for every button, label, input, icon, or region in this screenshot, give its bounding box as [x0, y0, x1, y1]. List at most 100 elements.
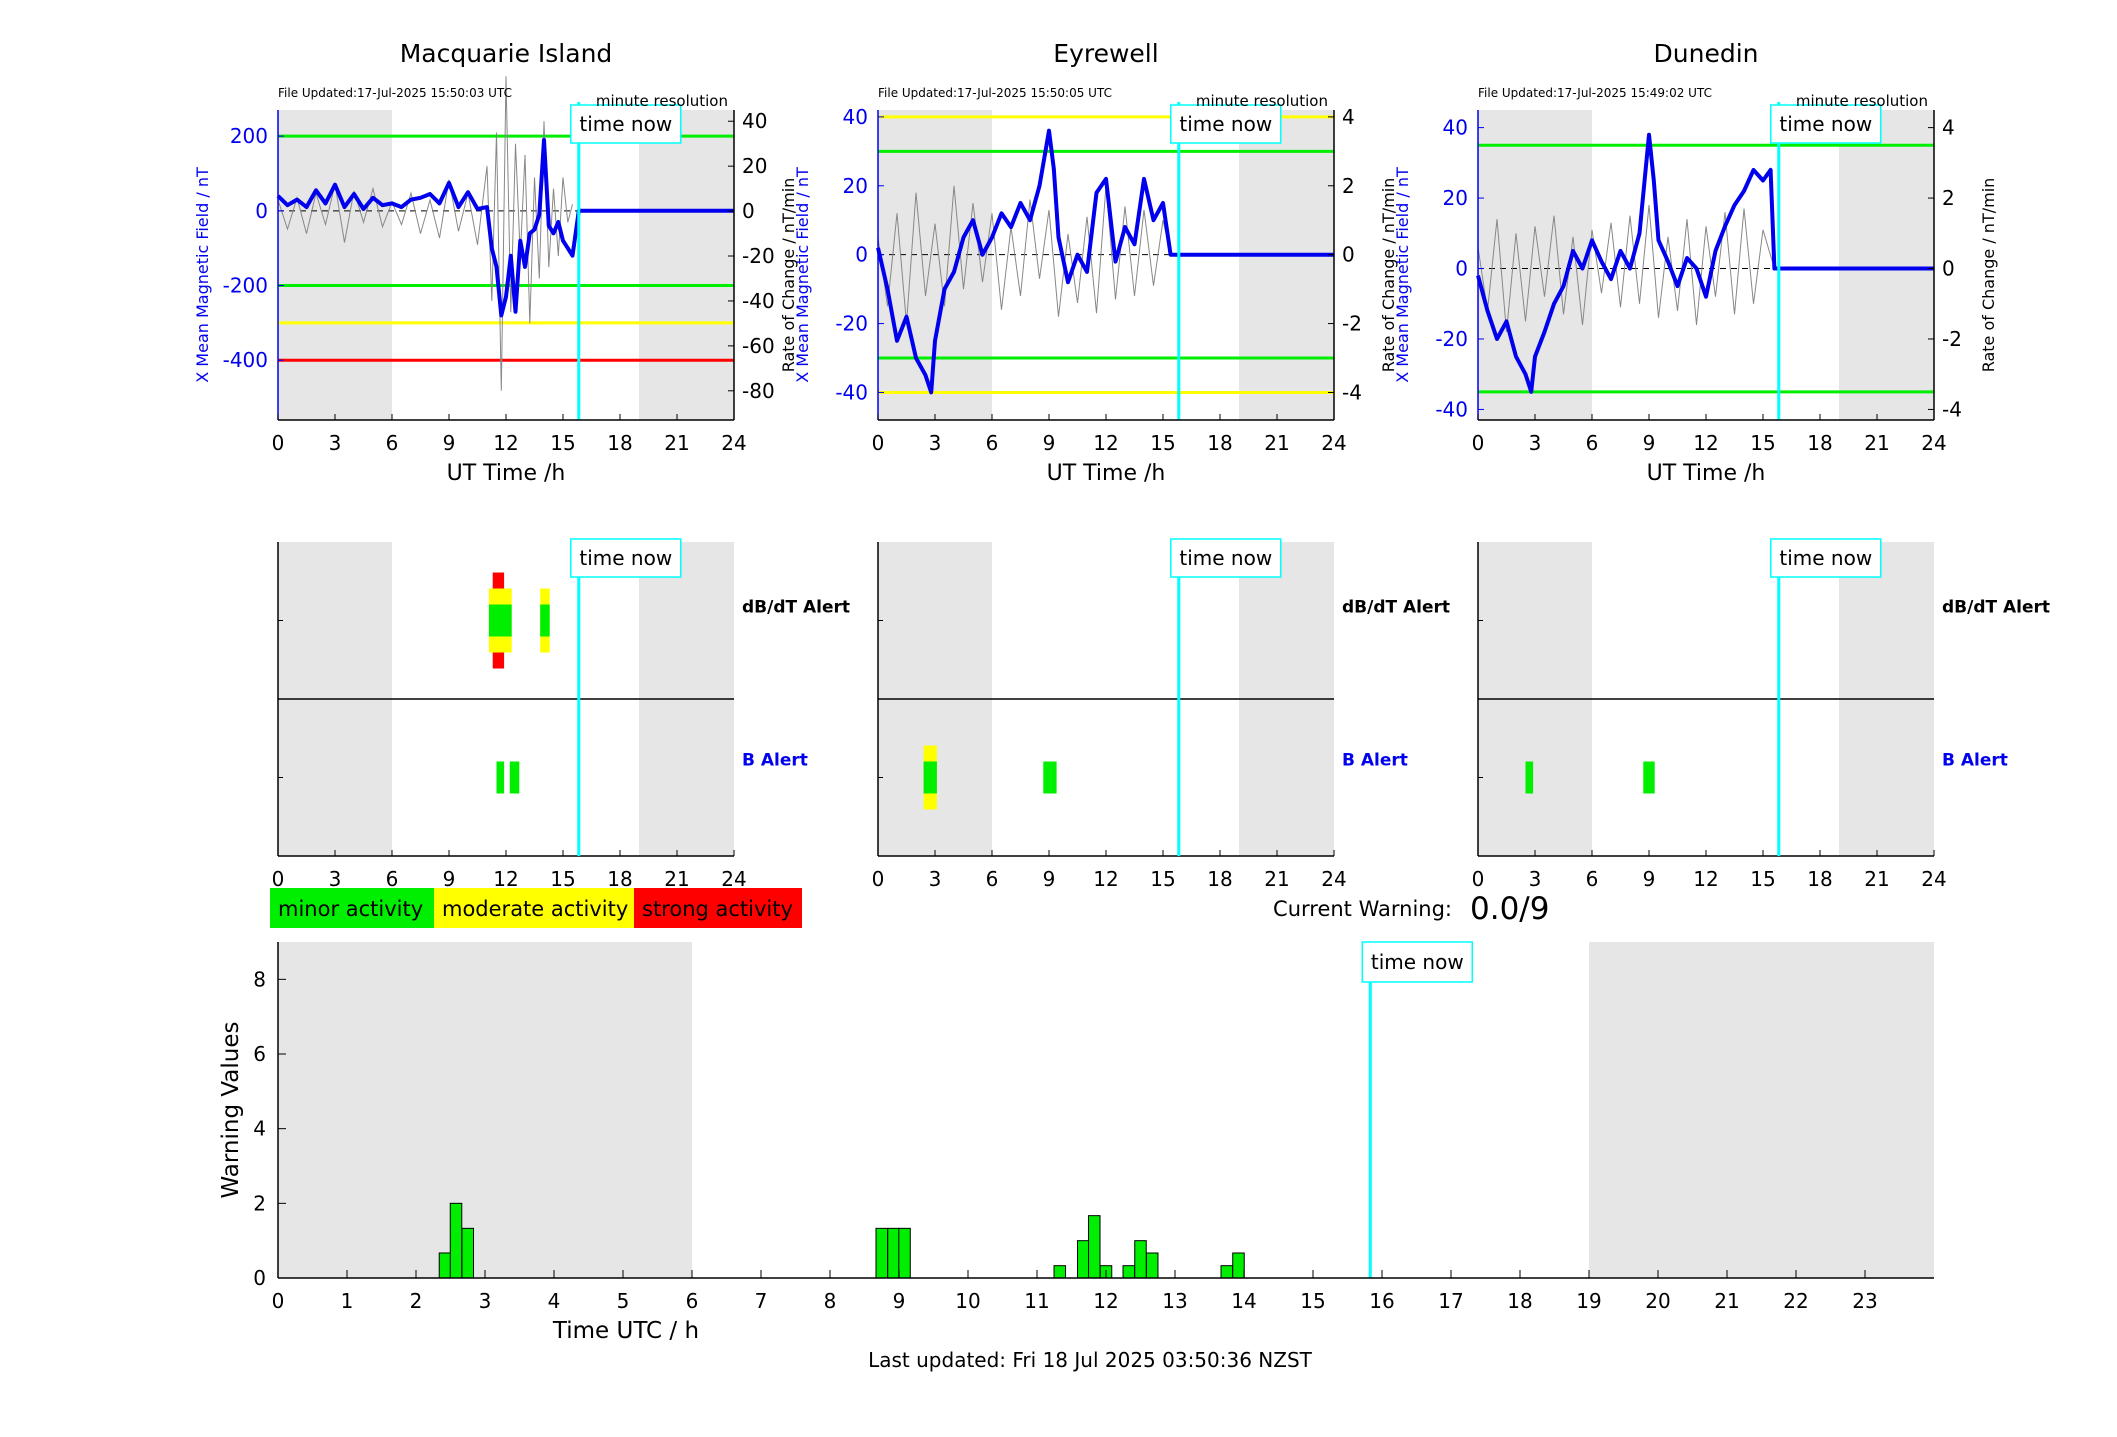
x-tick-label: 18 — [1807, 431, 1832, 455]
x-tick-label: 15 — [550, 431, 575, 455]
time-now-label: time now — [1779, 112, 1872, 136]
x-tick-label: 9 — [1643, 431, 1656, 455]
x-tick-label: 21 — [664, 867, 689, 891]
legend-swatch — [634, 888, 802, 928]
right-axis-title: Rate of Change / nT/min — [779, 178, 798, 373]
night-shade — [1589, 942, 1934, 1278]
x-axis-label: UT Time /h — [1047, 461, 1166, 486]
x-tick-label: 3 — [329, 431, 342, 455]
x-tick-label: 0 — [1472, 431, 1485, 455]
file-updated-text: File Updated:17-Jul-2025 15:49:02 UTC — [1478, 86, 1712, 100]
left-tick-label: 20 — [1443, 186, 1468, 210]
left-tick-label: -200 — [223, 274, 268, 298]
warning-bar — [1053, 1265, 1067, 1279]
field-trace — [876, 128, 1334, 395]
b-alert-bar — [923, 761, 937, 794]
x-tick-label: 6 — [1586, 431, 1599, 455]
right-tick-label: 4 — [1942, 116, 1955, 140]
x-tick-label: 9 — [443, 867, 456, 891]
left-tick-label: 40 — [1443, 116, 1468, 140]
x-tick-label: 0 — [872, 431, 885, 455]
y-tick-label: 0 — [253, 1266, 266, 1290]
x-tick-label: 12 — [493, 431, 518, 455]
right-tick-label: -20 — [742, 244, 775, 268]
x-tick-label: 21 — [1264, 867, 1289, 891]
x-tick-label: 12 — [1093, 1289, 1118, 1313]
x-tick-label: 10 — [955, 1289, 980, 1313]
time-now-box — [1770, 538, 1882, 578]
left-tick-label: -40 — [1435, 397, 1468, 421]
night-shade — [278, 110, 392, 420]
x-axis-label: Time UTC / h — [552, 1318, 699, 1344]
x-tick-label: 12 — [1693, 867, 1718, 891]
activity-legend: minor activity moderate activity strong ac… — [270, 888, 802, 928]
x-tick-label: 3 — [929, 431, 942, 455]
dbdt-alert-label: dB/dT Alert — [1342, 598, 1450, 618]
x-tick-label: 0 — [272, 431, 285, 455]
current-warning-label: Current Warning: — [1273, 897, 1452, 921]
warning-bar — [898, 1227, 911, 1279]
right-axis-title: Rate of Change / nT/min — [1979, 178, 1998, 373]
night-shade — [1839, 110, 1934, 420]
right-tick-label: 2 — [1342, 174, 1355, 198]
x-tick-label: 6 — [386, 867, 399, 891]
resolution-text: minute resolution — [1196, 92, 1328, 110]
x-tick-label: 15 — [1750, 867, 1775, 891]
x-tick-label: 21 — [1864, 867, 1889, 891]
current-warning-value: 0.0/9 — [1470, 891, 1549, 927]
left-axis-title: X Mean Magnetic Field / nT — [793, 167, 812, 383]
x-tick-label: 15 — [1750, 431, 1775, 455]
x-tick-label: 12 — [1093, 867, 1118, 891]
x-tick-label: 8 — [824, 1289, 837, 1313]
field-trace — [276, 137, 734, 318]
x-tick-label: 18 — [1807, 867, 1832, 891]
x-tick-label: 9 — [1643, 867, 1656, 891]
warning-bar — [1232, 1252, 1245, 1279]
left-axis-title: X Mean Magnetic Field / nT — [193, 167, 212, 383]
time-now-label: time now — [1779, 546, 1872, 570]
right-tick-label: -4 — [1342, 380, 1362, 404]
warning-bar — [875, 1227, 889, 1279]
x-tick-label: 18 — [607, 431, 632, 455]
right-tick-label: -80 — [742, 379, 775, 403]
x-tick-label: 18 — [607, 867, 632, 891]
time-now-box — [1170, 104, 1282, 144]
x-tick-label: 4 — [548, 1289, 561, 1313]
x-tick-label: 9 — [443, 431, 456, 455]
station-panel-dunedin: Dunedin time now File Updated:17-Jul-2025 … — [1393, 39, 1998, 486]
x-tick-label: 13 — [1162, 1289, 1187, 1313]
night-shade — [878, 110, 992, 420]
alert-panel-dunedin: dB/dT Alert B Alert time now 0 3 6 9 12 15 18 21 24 — [1472, 538, 2050, 891]
warning-bar — [1134, 1240, 1147, 1279]
night-shade — [639, 110, 734, 420]
right-axis-title: Rate of Change / nT/min — [1379, 178, 1398, 373]
time-now-box — [570, 538, 682, 578]
x-tick-label: 0 — [872, 867, 885, 891]
warning-bar — [461, 1227, 475, 1279]
x-tick-label: 21 — [1714, 1289, 1739, 1313]
x-tick-label: 6 — [386, 431, 399, 455]
left-tick-label: 0 — [1455, 257, 1468, 281]
time-now-box — [570, 104, 682, 144]
x-tick-label: 0 — [272, 867, 285, 891]
night-shade — [1239, 110, 1334, 420]
right-tick-label: 4 — [1342, 105, 1355, 129]
x-tick-label: 15 — [550, 867, 575, 891]
right-tick-label: -2 — [1342, 312, 1362, 336]
station-title: Eyrewell — [1053, 39, 1158, 68]
warning-bar — [887, 1227, 900, 1279]
field-trace — [1476, 132, 1934, 394]
x-tick-label: 12 — [493, 867, 518, 891]
x-tick-label: 11 — [1024, 1289, 1049, 1313]
time-now-label: time now — [579, 112, 672, 136]
legend-swatch — [270, 888, 434, 928]
b-alert-bar — [496, 761, 505, 794]
time-now-box — [1170, 538, 1282, 578]
right-tick-label: 0 — [1342, 243, 1355, 267]
x-tick-label: 9 — [1043, 867, 1056, 891]
right-tick-label: 0 — [742, 199, 755, 223]
left-tick-label: -400 — [223, 348, 268, 372]
station-panel-eyrewell: Eyrewell time now File Updated:17-Jul-2025… — [793, 39, 1398, 486]
